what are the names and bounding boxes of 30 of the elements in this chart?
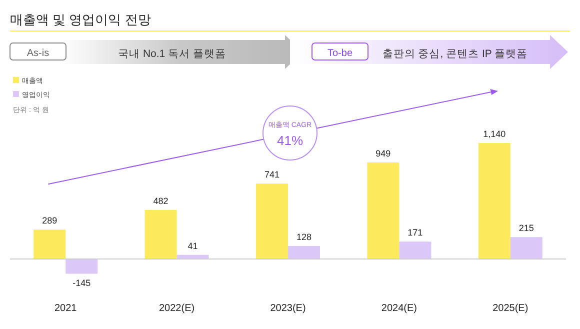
text: As-is [26, 48, 50, 59]
x-tick-label: 2024(E) [381, 303, 417, 314]
data-label: 949 [376, 148, 391, 158]
text: 출판의 중심, 콘텐츠 IP 플랫폼 [382, 48, 528, 60]
bar [399, 242, 432, 259]
bar [144, 210, 177, 259]
bar [256, 184, 288, 259]
x-tick-label: 2022(E) [159, 303, 195, 314]
data-label: 41 [188, 240, 198, 251]
text: To-be [327, 48, 353, 59]
bar [288, 246, 320, 259]
bar [367, 162, 400, 259]
bar [66, 259, 98, 274]
bar [478, 143, 510, 259]
data-label: 215 [518, 223, 534, 234]
bar [510, 237, 542, 259]
chart-title: 매출액 및 영업이익 전망 [10, 12, 151, 27]
data-label: 482 [153, 196, 168, 206]
data-label: 289 [42, 216, 58, 226]
text: 국내 No.1 독서 플랫폼 [118, 48, 226, 60]
x-tick-label: 2023(E) [270, 303, 306, 314]
annotation: 41% [276, 133, 304, 148]
x-tick-label: 2021 [54, 303, 78, 314]
data-label: 741 [264, 170, 280, 180]
bar [34, 230, 66, 259]
x-tick-label: 2025(E) [492, 303, 528, 314]
data-label: 171 [408, 228, 423, 238]
data-label: 128 [296, 232, 312, 242]
data-label: -145 [72, 278, 91, 288]
data-label: 1,140 [483, 129, 506, 139]
